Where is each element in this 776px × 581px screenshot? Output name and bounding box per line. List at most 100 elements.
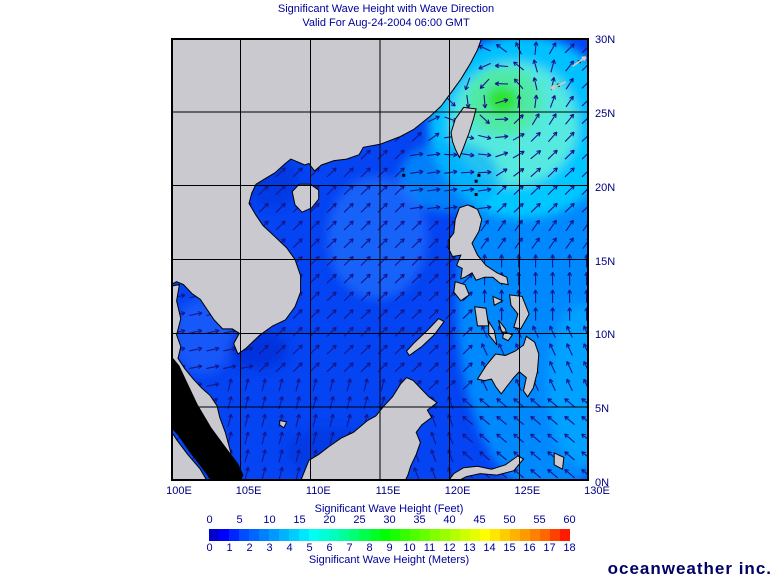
lat-label-0N: 0N [595, 477, 610, 489]
meter-tick-1: 1 [226, 542, 233, 554]
colorbar-cell-2 [229, 529, 240, 541]
wave-patch-east-edge-light-south [547, 303, 589, 467]
land-bohol [502, 331, 514, 342]
lon-label-110E: 110E [305, 485, 331, 497]
graticule [171, 38, 589, 481]
meter-tick-4: 4 [286, 542, 293, 554]
meter-tick-12: 12 [443, 542, 456, 554]
meter-tick-18: 18 [563, 542, 576, 554]
colorbar-cell-22 [429, 529, 440, 541]
colorbar [209, 529, 571, 541]
lat-label-30N: 30N [595, 34, 616, 46]
lon-label-105E: 105E [235, 485, 262, 497]
meter-tick-9: 9 [386, 542, 393, 554]
lon-label-130E: 130E [584, 485, 610, 497]
feet-tick-35: 35 [413, 514, 426, 526]
meter-tick-8: 8 [366, 542, 373, 554]
colorbar-cell-21 [419, 529, 430, 541]
colorbar-cell-11 [319, 529, 330, 541]
lon-label-125E: 125E [514, 485, 541, 497]
colorbar-cell-3 [239, 529, 250, 541]
colorbar-cell-16 [369, 529, 380, 541]
colorbar-cell-20 [409, 529, 420, 541]
colorbar-title-meters: Significant Wave Height (Meters) [308, 554, 470, 566]
meter-tick-2: 2 [246, 542, 253, 554]
land-mainland-asia [171, 38, 483, 355]
feet-tick-5: 5 [236, 514, 243, 526]
oceanweather-logo: oceanweather inc. [607, 559, 772, 578]
colorbar-cell-14 [349, 529, 360, 541]
okinawa-obs [550, 81, 566, 90]
colorbar-cell-25 [459, 529, 470, 541]
meter-tick-14: 14 [483, 542, 496, 554]
lat-label-25N: 25N [595, 107, 616, 120]
meter-tick-6: 6 [326, 542, 333, 554]
land-borneo [300, 377, 438, 481]
lat-label-15N: 15N [595, 255, 616, 268]
colorbar-cell-30 [509, 529, 520, 541]
colorbar-cell-4 [249, 529, 260, 541]
colorbar-cell-15 [359, 529, 370, 541]
lon-label-120E: 120E [444, 485, 471, 497]
colorbar-cell-31 [519, 529, 530, 541]
colorbar-cell-10 [309, 529, 320, 541]
meter-tick-0: 0 [206, 542, 213, 554]
colorbar-cell-1 [219, 529, 230, 541]
meter-tick-16: 16 [523, 542, 536, 554]
land-palawan [405, 317, 445, 357]
meter-tick-7: 7 [346, 542, 353, 554]
lon-label-115E: 115E [375, 485, 401, 497]
land-natuna [279, 419, 288, 429]
wave-patch-storm-core [486, 85, 519, 115]
observation-arrows [550, 56, 587, 90]
colorbar-cell-19 [399, 529, 410, 541]
colorbar-cell-7 [279, 529, 290, 541]
islet-batanes-2 [477, 173, 481, 177]
wave-height-map [171, 38, 589, 481]
feet-tick-0: 0 [206, 514, 213, 526]
colorbar-cell-13 [339, 529, 350, 541]
land-mindoro [453, 281, 470, 302]
meter-tick-13: 13 [463, 542, 476, 554]
islet-pratas [402, 173, 406, 177]
feet-tick-40: 40 [443, 514, 456, 526]
meter-tick-5: 5 [306, 542, 313, 554]
feet-tick-60: 60 [563, 514, 576, 526]
map-border [171, 38, 589, 481]
feet-tick-50: 50 [503, 514, 516, 526]
land-sulawesi [447, 455, 525, 481]
colorbar-cell-17 [379, 529, 390, 541]
colorbar-cell-34 [550, 529, 561, 541]
land-sumatra [171, 429, 208, 481]
land-mindanao [476, 335, 540, 398]
feet-tick-15: 15 [293, 514, 306, 526]
feet-tick-55: 55 [533, 514, 546, 526]
lat-label-5N: 5N [595, 403, 610, 416]
meter-tick-15: 15 [503, 542, 516, 554]
feet-tick-45: 45 [473, 514, 486, 526]
land-masbate [492, 295, 504, 307]
colorbar-cell-0 [209, 529, 220, 541]
islet-babuyan [474, 193, 478, 197]
colorbar-cell-6 [269, 529, 280, 541]
wave-patch-scs-central-light [327, 175, 428, 300]
islet-batanes-1 [474, 179, 478, 183]
amami-obs [572, 56, 587, 67]
lon-label-100E: 100E [166, 485, 192, 497]
meter-tick-10: 10 [403, 542, 416, 554]
feet-tick-30: 30 [383, 514, 396, 526]
land-taiwan [450, 106, 477, 159]
colorbar-cell-5 [259, 529, 270, 541]
colorbar-cell-28 [489, 529, 500, 541]
lat-label-10N: 10N [595, 329, 616, 342]
colorbar-cell-12 [329, 529, 340, 541]
colorbar-cell-8 [289, 529, 300, 541]
meter-tick-11: 11 [423, 542, 436, 554]
meter-tick-3: 3 [266, 542, 273, 554]
land-halmahera [553, 452, 565, 470]
feet-tick-20: 20 [323, 514, 336, 526]
colorbar-cell-9 [299, 529, 310, 541]
colorbar-title-feet: Significant Wave Height (Feet) [314, 503, 464, 515]
colorbar-cell-24 [449, 529, 460, 541]
